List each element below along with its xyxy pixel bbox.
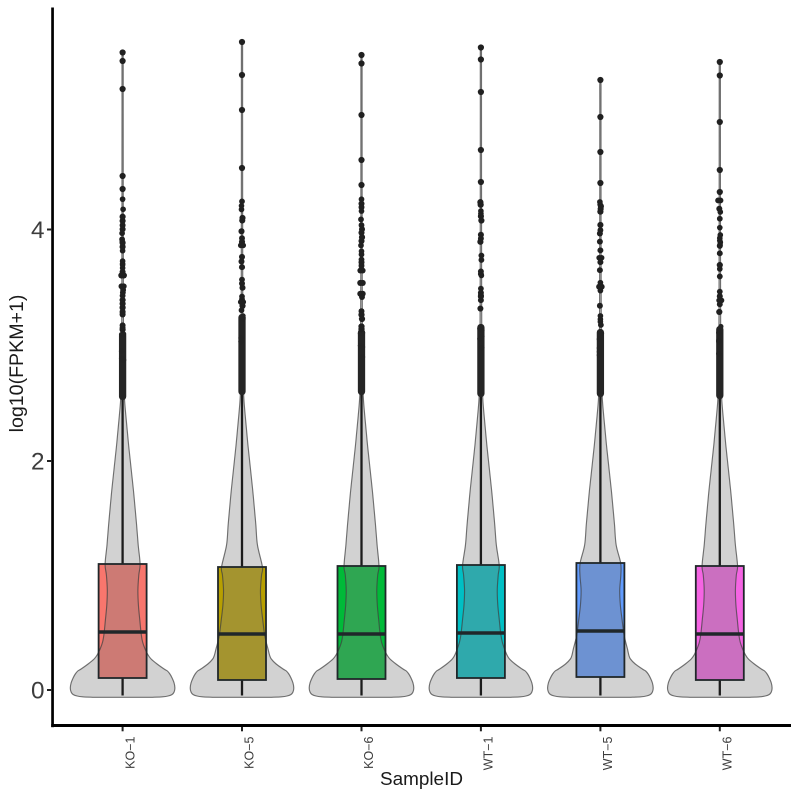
svg-text:0: 0 bbox=[31, 678, 45, 705]
svg-text:KO−6: KO−6 bbox=[362, 736, 376, 768]
svg-text:log10(FPKM+1): log10(FPKM+1) bbox=[6, 295, 28, 433]
svg-text:SampleID: SampleID bbox=[380, 769, 463, 790]
svg-text:WT−6: WT−6 bbox=[721, 736, 735, 770]
svg-text:4: 4 bbox=[31, 217, 45, 244]
svg-text:KO−5: KO−5 bbox=[243, 736, 257, 768]
svg-text:KO−1: KO−1 bbox=[123, 736, 137, 768]
svg-text:2: 2 bbox=[31, 449, 45, 476]
svg-text:WT−5: WT−5 bbox=[601, 736, 615, 770]
svg-text:WT−1: WT−1 bbox=[482, 736, 496, 770]
